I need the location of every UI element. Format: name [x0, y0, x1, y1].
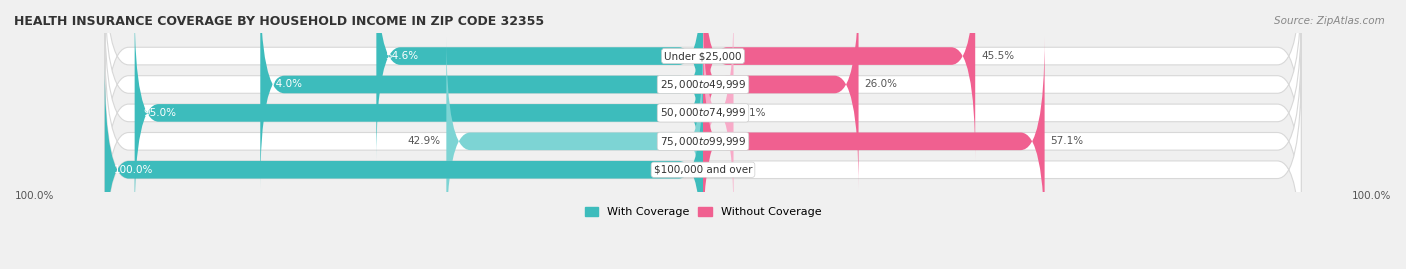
Text: 54.6%: 54.6% — [385, 51, 419, 61]
FancyBboxPatch shape — [703, 8, 734, 218]
Text: $25,000 to $49,999: $25,000 to $49,999 — [659, 78, 747, 91]
Text: Source: ZipAtlas.com: Source: ZipAtlas.com — [1274, 16, 1385, 26]
FancyBboxPatch shape — [377, 0, 703, 161]
FancyBboxPatch shape — [104, 65, 703, 269]
FancyBboxPatch shape — [135, 8, 703, 218]
Text: 57.1%: 57.1% — [1050, 136, 1084, 146]
FancyBboxPatch shape — [260, 0, 703, 189]
FancyBboxPatch shape — [104, 65, 1302, 269]
FancyBboxPatch shape — [104, 0, 1302, 161]
FancyBboxPatch shape — [703, 0, 976, 161]
FancyBboxPatch shape — [104, 37, 1302, 246]
Text: HEALTH INSURANCE COVERAGE BY HOUSEHOLD INCOME IN ZIP CODE 32355: HEALTH INSURANCE COVERAGE BY HOUSEHOLD I… — [14, 15, 544, 28]
FancyBboxPatch shape — [104, 0, 1302, 189]
Text: 42.9%: 42.9% — [408, 136, 440, 146]
Text: 74.0%: 74.0% — [270, 79, 302, 90]
Text: 45.5%: 45.5% — [981, 51, 1014, 61]
FancyBboxPatch shape — [703, 37, 1045, 246]
Legend: With Coverage, Without Coverage: With Coverage, Without Coverage — [581, 203, 825, 222]
Text: 0.0%: 0.0% — [709, 165, 735, 175]
Text: 5.1%: 5.1% — [740, 108, 766, 118]
FancyBboxPatch shape — [104, 8, 1302, 218]
FancyBboxPatch shape — [703, 0, 859, 189]
Text: 100.0%: 100.0% — [15, 191, 55, 201]
Text: $75,000 to $99,999: $75,000 to $99,999 — [659, 135, 747, 148]
Text: 95.0%: 95.0% — [143, 108, 177, 118]
Text: 100.0%: 100.0% — [1351, 191, 1391, 201]
FancyBboxPatch shape — [446, 37, 703, 246]
Text: Under $25,000: Under $25,000 — [664, 51, 742, 61]
Text: $50,000 to $74,999: $50,000 to $74,999 — [659, 107, 747, 119]
Text: $100,000 and over: $100,000 and over — [654, 165, 752, 175]
Text: 100.0%: 100.0% — [114, 165, 153, 175]
Text: 26.0%: 26.0% — [865, 79, 897, 90]
